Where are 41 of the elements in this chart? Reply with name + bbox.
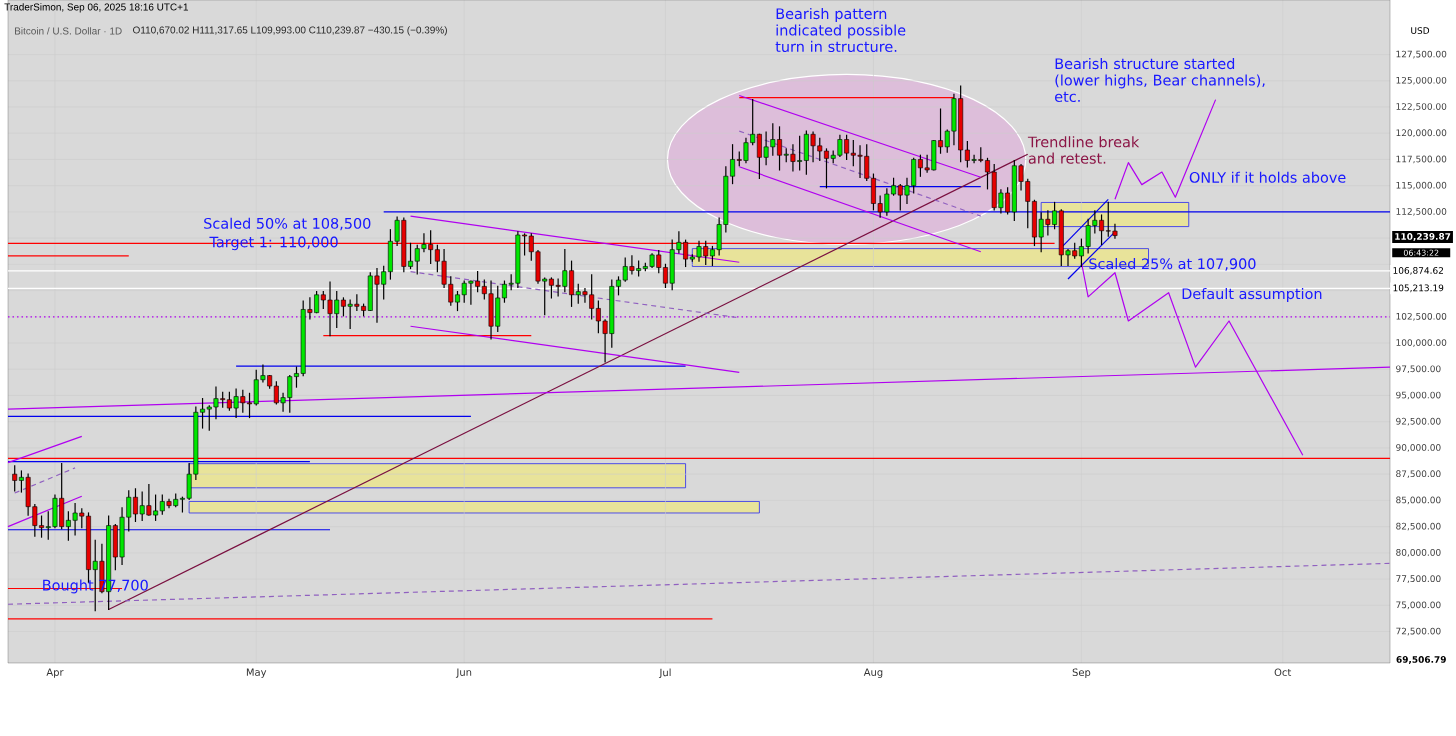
y-tick-label: 95,000.00	[1396, 391, 1441, 400]
y-tick-label: 92,500.00	[1396, 417, 1441, 426]
y-tick-label: 127,500.00	[1396, 50, 1447, 59]
y-tick-label: 120,000.00	[1396, 129, 1447, 138]
x-tick-label: Oct	[1274, 668, 1292, 677]
annotation: Scaled 50% at 108,500	[204, 217, 371, 231]
annotation: Default assumption	[1182, 287, 1322, 302]
text: 69,506.79	[1396, 656, 1446, 664]
ref-line-label: 106,874.62	[1393, 267, 1443, 275]
text: 110,239.87	[1395, 233, 1451, 241]
y-tick-label: 90,000.00	[1396, 444, 1441, 452]
annotation: TraderSimon, Sep 06, 2025 18:16 UTC+1	[4, 3, 189, 13]
y-axis-title: USD	[1411, 27, 1430, 34]
x-tick-label: Sep	[1072, 668, 1091, 678]
y-tick-label: 102,500.00	[1396, 312, 1447, 321]
x-tick-label: May	[246, 668, 267, 678]
y-tick-label: 72,500.00	[1396, 627, 1441, 636]
y-tick-label: 75,000.00	[1396, 601, 1441, 610]
y-tick-label: 117,500.00	[1396, 155, 1447, 164]
y-tick-label: 122,500.00	[1396, 103, 1447, 111]
ref-line-label: 105,213.19	[1393, 284, 1444, 293]
y-tick-label: 100,000.00	[1396, 339, 1447, 347]
y-tick-label: 80,000.00	[1396, 549, 1441, 557]
y-tick-label: 97,500.00	[1396, 365, 1441, 374]
y-tick-label: 87,500.00	[1396, 470, 1441, 479]
x-tick-label: Jun	[455, 668, 472, 678]
y-tick-label: 77,500.00	[1396, 575, 1441, 583]
text: O110,670.02 H111,317.65 L109,993.00 C110,239.87 −430.15 (−0.39%)	[133, 26, 447, 36]
y-tick-label: 82,500.00	[1396, 522, 1441, 531]
text: Bitcoin / U.S. Dollar · 1D	[15, 27, 122, 35]
x-tick-label: Apr	[46, 668, 64, 678]
y-tick-label: 115,000.00	[1396, 181, 1447, 190]
annotation: Bearish structure started (lower highs, Bear channels), etc.	[1055, 57, 1265, 103]
annotation: Bearish pattern indicated possible turn in structure.	[775, 7, 906, 53]
y-tick-label: 112,500.00	[1396, 208, 1447, 216]
x-tick-label: Aug	[863, 668, 883, 678]
annotation: Trendline break and retest.	[1027, 136, 1140, 164]
x-tick-label: Jul	[658, 668, 671, 679]
y-tick-label: 125,000.00	[1396, 76, 1447, 85]
annotation: ONLY if it holds above	[1189, 171, 1346, 183]
y-tick-label: 85,000.00	[1396, 496, 1441, 505]
